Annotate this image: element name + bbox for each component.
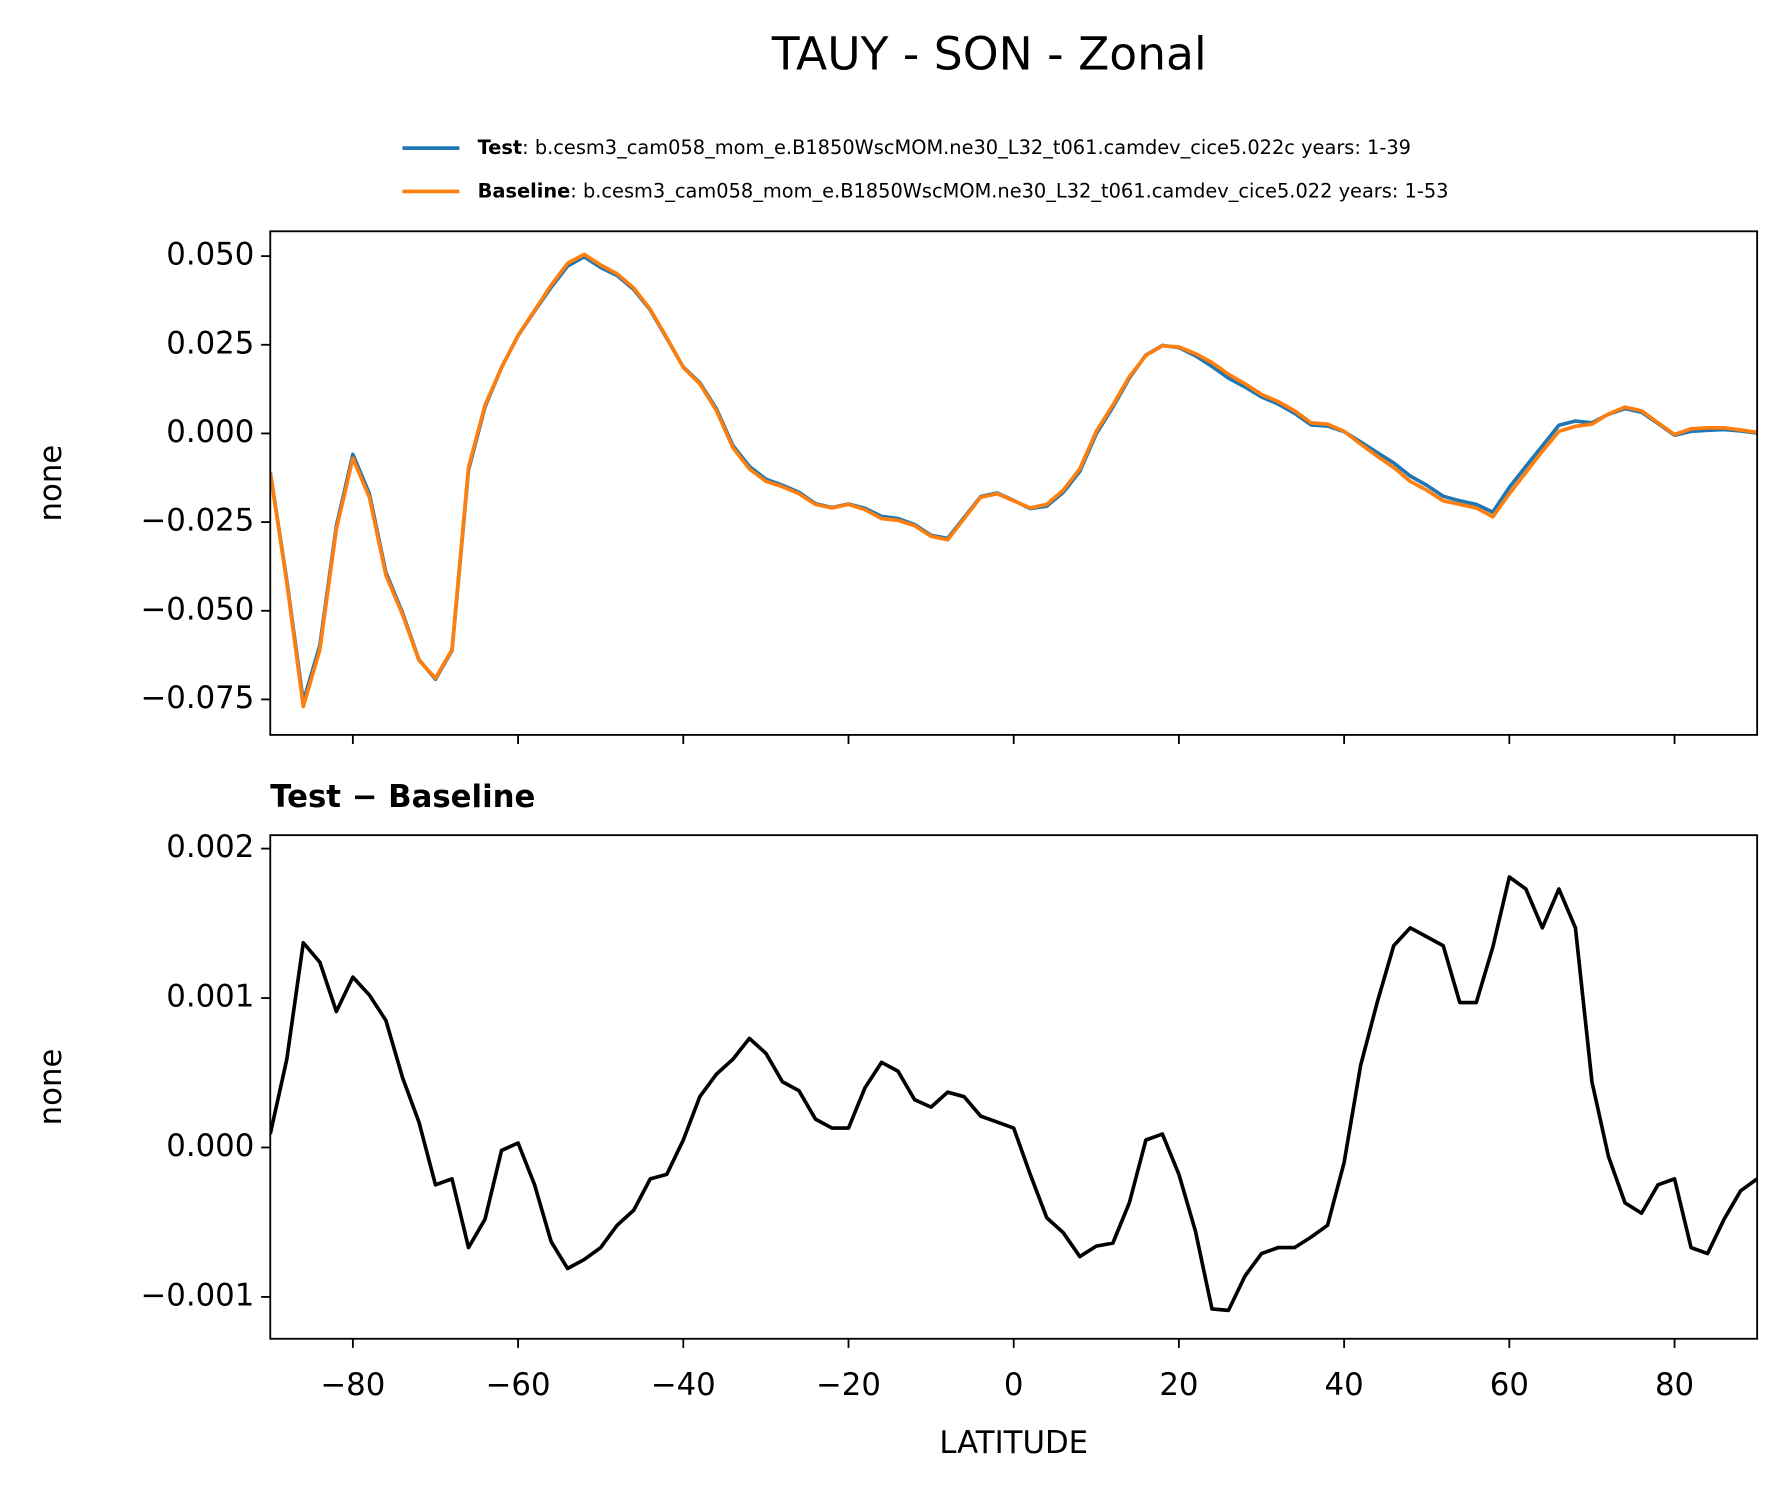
x-tick-label: −80 — [320, 1367, 385, 1403]
x-tick-label: 0 — [1004, 1367, 1024, 1403]
x-tick-label: −60 — [486, 1367, 551, 1403]
chart-title: TAUY - SON - Zonal — [771, 27, 1207, 80]
y-tick-label: −0.001 — [141, 1277, 255, 1313]
x-tick-label: 20 — [1159, 1367, 1198, 1403]
y-tick-label: 0.002 — [166, 829, 254, 865]
legend-entry: Baseline: b.cesm3_cam058_mom_e.B1850WscM… — [478, 179, 1449, 202]
axes-frame — [269, 834, 1759, 1340]
y-tick-label: 0.000 — [166, 1128, 254, 1164]
x-tick-label: −40 — [651, 1367, 716, 1403]
data-line — [270, 252, 1758, 709]
x-tick-label: 80 — [1655, 1367, 1694, 1403]
y-tick-label: 0.050 — [166, 237, 254, 273]
y-axis-label: none — [33, 1049, 69, 1126]
legend-name: Baseline — [478, 179, 571, 202]
data-line — [270, 875, 1758, 1313]
y-tick-label: −0.025 — [141, 503, 255, 539]
x-tick-label: −20 — [816, 1367, 881, 1403]
y-axis-label: none — [33, 445, 69, 522]
x-tick-label: 40 — [1325, 1367, 1364, 1403]
y-tick-label: 0.001 — [166, 979, 254, 1015]
y-tick-label: −0.075 — [141, 680, 255, 716]
x-axis-label: LATITUDE — [939, 1425, 1088, 1461]
y-tick-label: −0.050 — [141, 591, 255, 627]
legend-label: : b.cesm3_cam058_mom_e.B1850WscMOM.ne30_… — [570, 179, 1448, 202]
axes-frame — [269, 230, 1759, 736]
legend-entry: Test: b.cesm3_cam058_mom_e.B1850WscMOM.n… — [478, 136, 1411, 159]
x-tick-label: 60 — [1490, 1367, 1529, 1403]
panel-title: Test − Baseline — [270, 779, 535, 815]
legend-name: Test — [478, 136, 523, 159]
y-tick-label: 0.000 — [166, 414, 254, 450]
legend-label: : b.cesm3_cam058_mom_e.B1850WscMOM.ne30_… — [522, 136, 1411, 159]
y-tick-label: 0.025 — [166, 325, 254, 361]
